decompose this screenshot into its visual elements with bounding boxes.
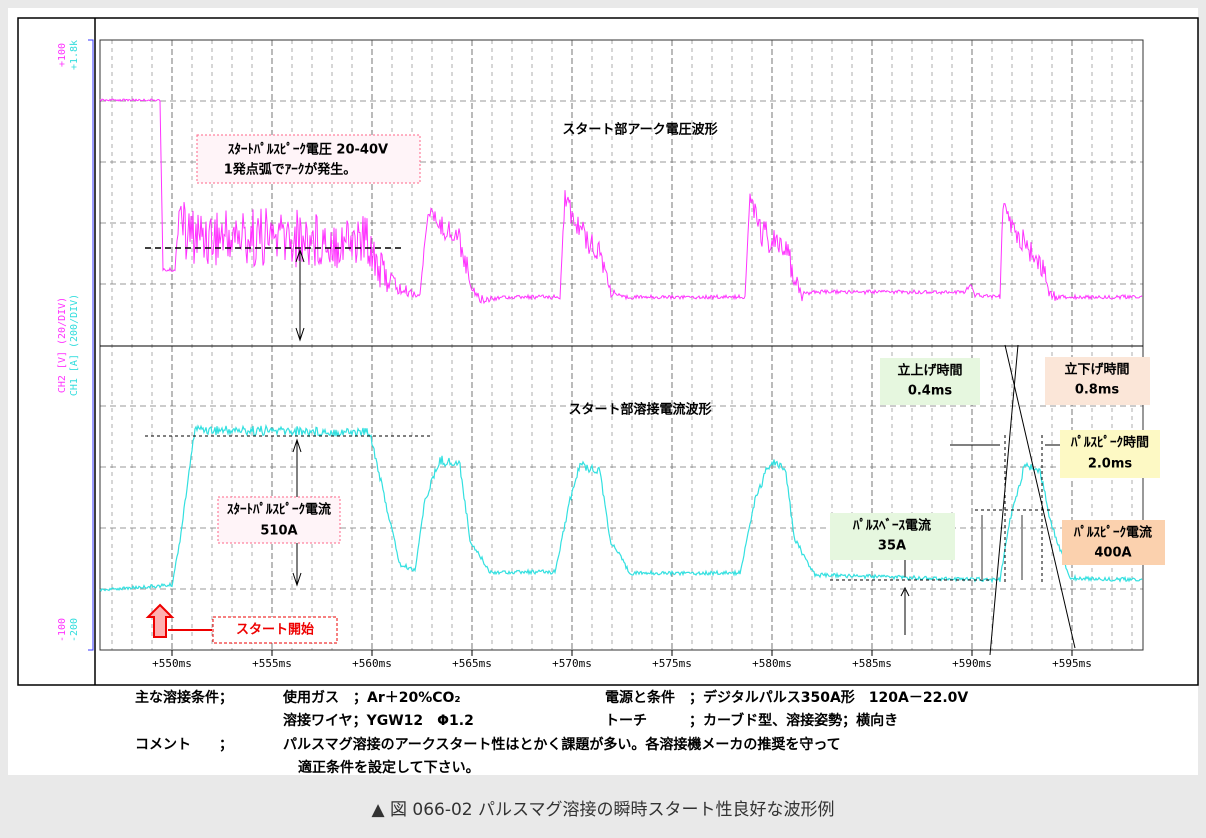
- annotation-text: 0.8ms: [1075, 383, 1120, 398]
- comment-text: 適正条件を設定して下さい。: [298, 759, 480, 776]
- comment-label: コメント ；: [135, 737, 233, 753]
- start-arrow-icon: [145, 603, 175, 638]
- ch1-bottom: -200: [69, 618, 80, 642]
- x-tick-label: +570ms: [552, 657, 592, 670]
- ch2-bottom: -100: [57, 618, 68, 642]
- annotation-box: [217, 496, 341, 544]
- x-axis-labels: +550ms +555ms +560ms +565ms +570ms +575ms +580…: [152, 650, 1092, 670]
- annotation-text: 0.4ms: [908, 384, 953, 399]
- x-tick-label: +560ms: [352, 657, 392, 670]
- arrow-head: [900, 586, 910, 597]
- axis-bracket: [88, 39, 94, 651]
- annotation-text: 510A: [260, 524, 297, 539]
- plot-frame: [99, 39, 1144, 651]
- ch1-top: +1.8k: [69, 40, 80, 70]
- condition-gas: 使用ガス ；Ar＋20%CO₂: [282, 689, 461, 706]
- annotation-box: [196, 134, 421, 184]
- annotation-text: ﾊﾟﾙｽﾍﾞｰｽ電流: [852, 518, 931, 534]
- guide: [989, 344, 1019, 656]
- annotation-text: 立上げ時間: [897, 363, 962, 379]
- x-tick-label: +580ms: [752, 657, 792, 670]
- ch2-axis: CH2 [V] (20/DIV): [57, 297, 68, 393]
- caption: ▲ 図 066-02 パルスマグ溶接の瞬時スタート性良好な波形例: [372, 800, 835, 820]
- annotation-box: [880, 358, 980, 405]
- annotation-text: 1発点弧でｱｰｸが発生。: [224, 162, 357, 178]
- arrow-head: [295, 248, 305, 342]
- annotation-text: 35A: [878, 539, 906, 554]
- condition-power: 電源と条件 ；デジタルパルス350A形 120A－22.0V: [605, 689, 968, 706]
- annotation-text: ﾊﾟﾙｽﾋﾟｰｸ電流: [1073, 525, 1152, 541]
- comment-text: パルスマグ溶接のアークスタート性はとかく課題が多い。各溶接機メーカの推奨を守って: [283, 736, 841, 753]
- annotation-text: ｽﾀｰﾄﾊﾟﾙｽﾋﾟｰｸ電流: [227, 502, 331, 518]
- voltage-waveform: [99, 98, 1143, 305]
- annotation-text: ｽﾀｰﾄﾊﾟﾙｽﾋﾟｰｸ電圧 20-40V: [228, 142, 388, 158]
- annotation-box: [1062, 520, 1165, 565]
- condition-wire: 溶接ワイヤ；YGW12 Φ1.2: [283, 712, 474, 729]
- condition-torch: トーチ ；カーブド型、溶接姿勢；横向き: [605, 712, 898, 729]
- grid: [100, 40, 1143, 650]
- annotation-text: 2.0ms: [1088, 457, 1133, 472]
- x-tick-label: +590ms: [952, 657, 992, 670]
- x-tick-label: +555ms: [252, 657, 292, 670]
- voltage-title: スタート部アーク電圧波形: [562, 122, 717, 138]
- x-tick-label: +595ms: [1052, 657, 1092, 670]
- ch1-axis: CH1 [A] (200/DIV): [69, 294, 80, 396]
- x-tick-label: +585ms: [852, 657, 892, 670]
- scope-frame: [17, 17, 1199, 686]
- guide: [1004, 344, 1076, 649]
- x-tick-label: +565ms: [452, 657, 492, 670]
- ch2-top: +100: [57, 43, 68, 67]
- arrow-head: [292, 438, 302, 587]
- x-tick-label: +575ms: [652, 657, 692, 670]
- annotation-box: [830, 513, 955, 560]
- current-title: スタート部溶接電流波形: [568, 402, 711, 418]
- annotation-box: [1060, 430, 1160, 478]
- annotation-text: 400A: [1094, 546, 1131, 561]
- conditions-label: 主な溶接条件；: [135, 689, 233, 706]
- annotation-box: [1045, 357, 1150, 405]
- annotation-text: 立下げ時間: [1064, 362, 1129, 378]
- annotation-box: [212, 616, 338, 644]
- start-label: スタート開始: [236, 622, 314, 638]
- annotation-text: ﾊﾟﾙｽﾋﾟｰｸ時間: [1070, 435, 1149, 451]
- x-tick-label: +550ms: [152, 657, 192, 670]
